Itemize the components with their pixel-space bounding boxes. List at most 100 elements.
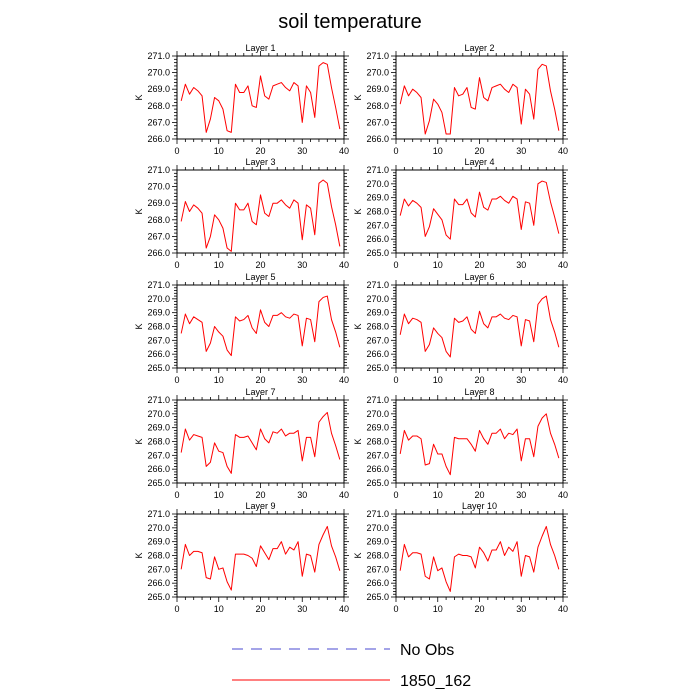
layer-7-series-1850-162 [180, 411, 341, 474]
layer-7-ytick-label: 269.0 [147, 423, 170, 433]
layer-10-series-1850-162 [399, 525, 560, 592]
layer-6-xtick-label: 0 [393, 375, 398, 385]
layer-7-xtick-label: 30 [297, 490, 307, 500]
layer-9-ytick-label: 271.0 [147, 509, 170, 519]
layer-2-panel: Layer 2 K 266.0 267.0 268.0 269.0 270.0 271.0 0 1… [353, 43, 568, 156]
layer-6-frame [395, 284, 564, 369]
layer-5-xtick-label: 0 [174, 375, 179, 385]
layer-3-title: Layer 3 [245, 157, 275, 167]
layer-6-ytick-label: 266.0 [366, 349, 389, 359]
layer-10-xtick-label: 20 [474, 604, 484, 614]
layer-10-ytick-label: 265.0 [366, 592, 389, 602]
layer-7-xtick-label: 40 [339, 490, 349, 500]
layer-5-ytick-label: 267.0 [147, 335, 170, 345]
layer-5-ytick-label: 268.0 [147, 322, 170, 332]
layer-1-series-1850-162 [180, 62, 341, 133]
layer-1-xtick-label: 0 [174, 146, 179, 156]
layer-4-title: Layer 4 [464, 157, 494, 167]
layer-8-ytick-label: 271.0 [366, 395, 389, 405]
layer-1-ytick-label: 270.0 [147, 68, 170, 78]
layer-6-ytick-label: 271.0 [366, 280, 389, 290]
layer-9-xtick-label: 30 [297, 604, 307, 614]
layer-2-ylabel: K [353, 94, 363, 100]
layer-10-panel: Layer 10 K 265.0 266.0 267.0 268.0 269.0 270.0 2… [353, 501, 568, 614]
layer-3-xtick-label: 40 [339, 260, 349, 270]
layer-3-frame [176, 169, 345, 254]
panels-grid: Layer 1 K 266.0 267.0 268.0 269.0 270.0 271.0 0 1… [134, 43, 568, 614]
layer-8-ylabel: K [353, 438, 363, 444]
layer-1-ytick-label: 269.0 [147, 84, 170, 94]
layer-3-panel: Layer 3 K 266.0 267.0 268.0 269.0 270.0 271.0 0 1… [134, 157, 349, 270]
layer-7-xtick-label: 20 [255, 490, 265, 500]
layer-1-xtick-label: 10 [214, 146, 224, 156]
layer-8-series-1850-162 [399, 413, 560, 476]
layer-5-xtick-label: 20 [255, 375, 265, 385]
layer-10-xtick-label: 40 [558, 604, 568, 614]
layer-1-ytick-label: 268.0 [147, 101, 170, 111]
layer-8-ytick-label: 267.0 [366, 450, 389, 460]
layer-6-panel: Layer 6 K 265.0 266.0 267.0 268.0 269.0 270.0 27… [353, 272, 568, 385]
layer-2-ytick-label: 266.0 [366, 134, 389, 144]
layer-8-ytick-label: 268.0 [366, 437, 389, 447]
layer-9-series-1850-162 [180, 525, 341, 591]
layer-9-ytick-label: 265.0 [147, 592, 170, 602]
layer-4-panel: Layer 4 K 265.0 266.0 267.0 268.0 269.0 270.0 27… [353, 157, 568, 270]
layer-5-ytick-label: 271.0 [147, 280, 170, 290]
layer-1-ytick-label: 271.0 [147, 51, 170, 61]
layer-3-xtick-label: 0 [174, 260, 179, 270]
layer-8-xtick-label: 10 [433, 490, 443, 500]
layer-3-ytick-label: 270.0 [147, 182, 170, 192]
layer-5-panel: Layer 5 K 265.0 266.0 267.0 268.0 269.0 270.0 27… [134, 272, 349, 385]
layer-9-ytick-label: 266.0 [147, 578, 170, 588]
layer-7-frame [176, 399, 345, 484]
layer-2-xtick-label: 0 [393, 146, 398, 156]
layer-8-title: Layer 8 [464, 387, 494, 397]
layer-2-ytick-label: 271.0 [366, 51, 389, 61]
layer-4-ytick-label: 270.0 [366, 179, 389, 189]
layer-3-series-1850-162 [180, 179, 341, 252]
layer-4-series-1850-162 [399, 180, 560, 240]
layer-4-ytick-label: 267.0 [366, 220, 389, 230]
layer-3-ytick-label: 268.0 [147, 215, 170, 225]
layer-1-panel: Layer 1 K 266.0 267.0 268.0 269.0 270.0 271.0 0 1… [134, 43, 349, 156]
layer-3-xtick-label: 10 [214, 260, 224, 270]
layer-9-title: Layer 9 [245, 501, 275, 511]
layer-1-ytick-label: 266.0 [147, 134, 170, 144]
layer-4-ylabel: K [353, 208, 363, 214]
layer-6-title: Layer 6 [464, 272, 494, 282]
layer-1-ytick-label: 267.0 [147, 117, 170, 127]
layer-2-xtick-label: 10 [433, 146, 443, 156]
layer-4-ytick-label: 265.0 [366, 248, 389, 258]
layer-2-xtick-label: 20 [474, 146, 484, 156]
figure-title: soil temperature [278, 11, 421, 33]
layer-5-xtick-label: 30 [297, 375, 307, 385]
layer-10-ytick-label: 271.0 [366, 509, 389, 519]
layer-9-xtick-label: 10 [214, 604, 224, 614]
layer-5-xtick-label: 10 [214, 375, 224, 385]
layer-10-ytick-label: 268.0 [366, 551, 389, 561]
layer-2-ytick-label: 268.0 [366, 101, 389, 111]
layer-8-ytick-label: 270.0 [366, 409, 389, 419]
layer-10-xtick-label: 0 [393, 604, 398, 614]
layer-8-ytick-label: 265.0 [366, 478, 389, 488]
layer-10-title: Layer 10 [462, 501, 497, 511]
layer-10-ytick-label: 267.0 [366, 564, 389, 574]
layer-5-ytick-label: 270.0 [147, 294, 170, 304]
layer-9-ytick-label: 270.0 [147, 523, 170, 533]
layer-4-xtick-label: 40 [558, 260, 568, 270]
layer-8-xtick-label: 0 [393, 490, 398, 500]
layer-5-xtick-label: 40 [339, 375, 349, 385]
layer-4-xtick-label: 20 [474, 260, 484, 270]
layer-3-xtick-label: 20 [255, 260, 265, 270]
legend-label-1850-162: 1850_162 [400, 673, 471, 690]
layer-7-ytick-label: 267.0 [147, 450, 170, 460]
layer-5-ytick-label: 266.0 [147, 349, 170, 359]
layer-7-ytick-label: 271.0 [147, 395, 170, 405]
layer-3-ylabel: K [134, 208, 144, 214]
layer-4-ytick-label: 268.0 [366, 207, 389, 217]
layer-8-xtick-label: 30 [516, 490, 526, 500]
layer-2-ytick-label: 269.0 [366, 84, 389, 94]
layer-7-ytick-label: 266.0 [147, 464, 170, 474]
layer-7-ytick-label: 270.0 [147, 409, 170, 419]
